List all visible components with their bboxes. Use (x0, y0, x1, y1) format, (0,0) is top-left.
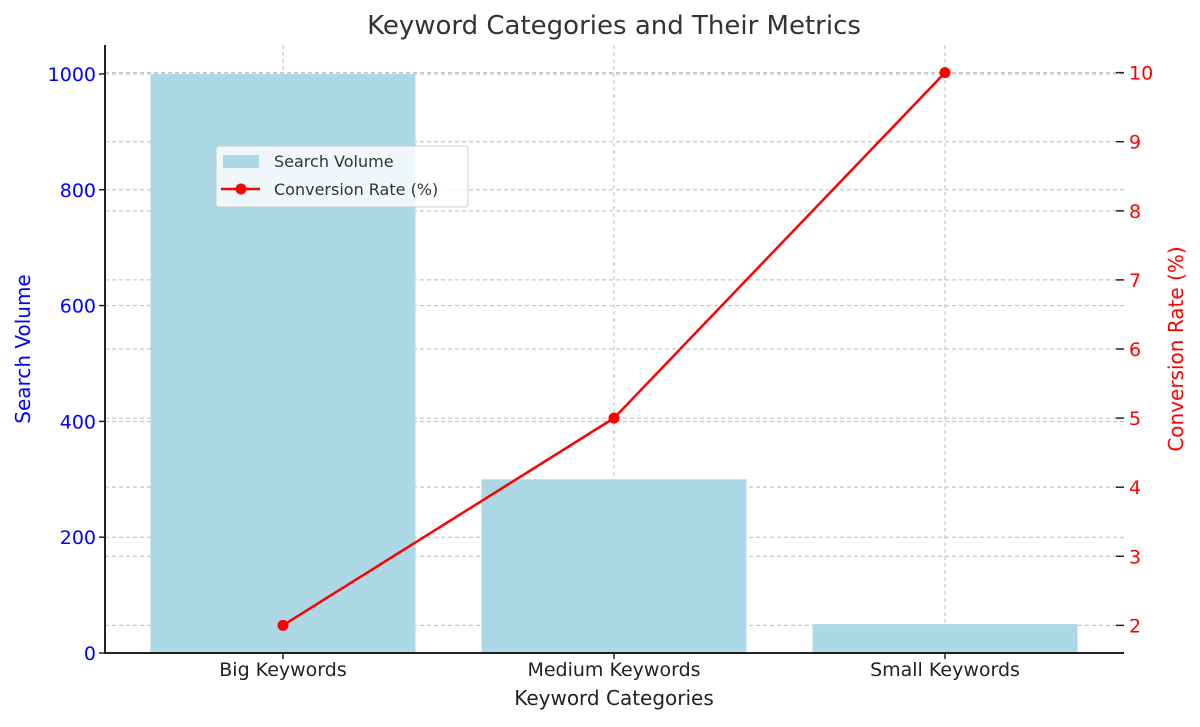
svg-text:6: 6 (1129, 339, 1141, 361)
svg-text:8: 8 (1129, 201, 1141, 223)
right-axis-label: Conversion Rate (%) (1164, 246, 1188, 451)
left-axis-ticks: 0 200 400 600 800 1000 (48, 64, 105, 665)
bars (150, 73, 1078, 653)
x-tick-label: Medium Keywords (527, 659, 700, 681)
svg-text:1000: 1000 (48, 64, 96, 86)
line-point-marker (277, 619, 289, 631)
x-tick-label: Small Keywords (870, 659, 1020, 681)
left-axis-label: Search Volume (11, 274, 35, 423)
svg-text:200: 200 (60, 527, 96, 549)
line-point-marker (608, 412, 620, 424)
svg-text:2: 2 (1129, 615, 1141, 637)
svg-text:5: 5 (1129, 408, 1141, 430)
x-tick-label: Big Keywords (219, 659, 346, 681)
chart-title: Keyword Categories and Their Metrics (367, 11, 861, 41)
svg-text:800: 800 (60, 180, 96, 202)
line-point-marker (939, 67, 951, 79)
legend-bar-swatch (223, 155, 259, 168)
svg-text:9: 9 (1129, 132, 1141, 154)
svg-text:600: 600 (60, 296, 96, 318)
right-axis-ticks: 2 3 4 5 6 7 8 9 10 (1116, 63, 1153, 637)
svg-text:0: 0 (84, 643, 96, 665)
legend-marker-icon (235, 183, 247, 195)
x-axis-label: Keyword Categories (514, 686, 714, 710)
svg-text:400: 400 (60, 411, 96, 433)
legend-line-label: Conversion Rate (%) (274, 180, 438, 199)
svg-text:3: 3 (1129, 546, 1141, 568)
x-axis-ticks: Big Keywords Medium Keywords Small Keyword… (219, 653, 1020, 681)
svg-text:7: 7 (1129, 270, 1141, 292)
svg-text:4: 4 (1129, 477, 1141, 499)
conversion-line (277, 67, 951, 631)
legend: Search Volume Conversion Rate (%) (215, 145, 469, 208)
bar-medium-keywords (481, 479, 747, 653)
svg-text:10: 10 (1129, 63, 1153, 85)
bar-small-keywords (812, 624, 1078, 653)
legend-bar-label: Search Volume (274, 152, 394, 171)
